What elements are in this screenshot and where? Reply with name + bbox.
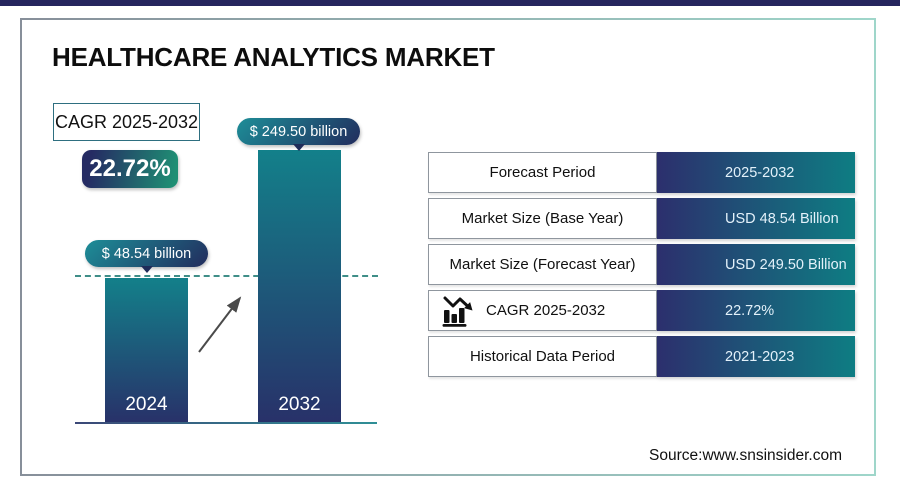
- table-row-label-text: CAGR 2025-2032: [486, 302, 606, 319]
- table-row-value: 2025-2032: [657, 152, 855, 193]
- declining-bar-chart-icon: [442, 296, 473, 327]
- table-row-label: Market Size (Base Year): [428, 198, 657, 239]
- page-title: HEALTHCARE ANALYTICS MARKET: [52, 42, 495, 72]
- table-row-value: 2021-2023: [657, 336, 855, 377]
- cagr-period-label: CAGR 2025-2032: [53, 103, 200, 141]
- table-row-label: Historical Data Period: [428, 336, 657, 377]
- top-accent-bar: [0, 0, 900, 6]
- bar-2024: 2024: [105, 278, 188, 423]
- table-row-value: 22.72%: [657, 290, 855, 331]
- reference-dashed-line: [75, 275, 378, 277]
- table-row: Historical Data Period 2021-2023: [428, 336, 855, 377]
- chart-baseline: [75, 422, 377, 424]
- bar-2032-category-label: 2032: [278, 394, 321, 415]
- bar-2024-category-label: 2024: [125, 394, 168, 415]
- table-row: Forecast Period 2025-2032: [428, 152, 855, 193]
- bar-2032-value-callout: $ 249.50 billion: [237, 118, 360, 145]
- table-row-label: CAGR 2025-2032: [428, 290, 657, 331]
- table-row-label: Forecast Period: [428, 152, 657, 193]
- table-row-label: Market Size (Forecast Year): [428, 244, 657, 285]
- bar-2032: 2032: [258, 150, 341, 423]
- cagr-value-badge: 22.72%: [82, 150, 178, 188]
- source-attribution: Source:www.snsinsider.com: [649, 447, 842, 464]
- table-row: Market Size (Base Year) USD 48.54 Billio…: [428, 198, 855, 239]
- table-row: CAGR 2025-2032 22.72%: [428, 290, 855, 331]
- table-row-value: USD 249.50 Billion: [657, 244, 855, 285]
- bar-2024-value-callout: $ 48.54 billion: [85, 240, 208, 267]
- growth-arrow-icon: [198, 296, 242, 353]
- table-row-value: USD 48.54 Billion: [657, 198, 855, 239]
- table-row: Market Size (Forecast Year) USD 249.50 B…: [428, 244, 855, 285]
